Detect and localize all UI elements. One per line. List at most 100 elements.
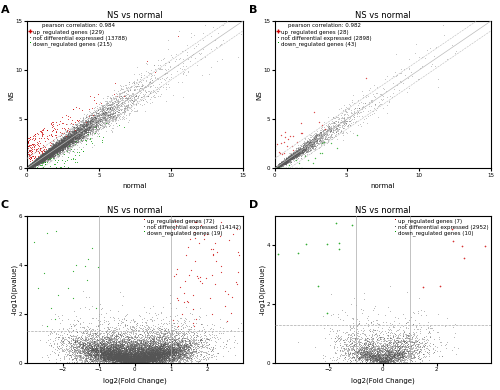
Point	[58, 144, 66, 150]
Point	[150, 351, 158, 358]
Point	[344, 130, 351, 136]
Point	[136, 324, 144, 331]
Point	[352, 302, 360, 308]
Point	[297, 154, 305, 161]
Point	[88, 112, 96, 118]
Point	[82, 337, 90, 343]
Point	[46, 149, 54, 156]
Point	[111, 351, 119, 357]
Point	[74, 136, 82, 142]
Point	[28, 161, 36, 167]
Point	[272, 165, 280, 171]
Point	[86, 349, 94, 355]
Point	[33, 160, 41, 166]
Point	[98, 349, 106, 355]
Point	[147, 350, 155, 356]
Point	[30, 159, 38, 165]
Point	[26, 163, 34, 169]
Point	[182, 348, 190, 355]
Point	[38, 158, 46, 165]
Point	[34, 158, 42, 164]
Point	[120, 351, 128, 358]
Point	[24, 164, 32, 170]
Point	[26, 163, 34, 170]
Point	[136, 349, 144, 355]
Point	[28, 162, 36, 168]
Point	[67, 132, 75, 138]
Point	[204, 348, 212, 355]
Point	[362, 75, 370, 82]
Point	[26, 163, 34, 169]
Point	[74, 349, 82, 355]
Point	[38, 153, 46, 159]
Point	[24, 164, 32, 170]
Point	[136, 337, 143, 343]
Point	[34, 156, 42, 162]
Point	[149, 351, 157, 357]
Point	[310, 135, 318, 141]
Point	[28, 160, 36, 166]
Point	[176, 349, 184, 356]
Point	[104, 339, 112, 346]
Point	[128, 358, 136, 365]
Point	[282, 159, 290, 165]
Point	[130, 355, 138, 362]
Point	[166, 352, 173, 358]
Point	[24, 164, 32, 170]
Point	[126, 358, 134, 365]
Point	[32, 158, 40, 164]
Point	[107, 350, 115, 356]
Point	[374, 339, 382, 346]
Point	[132, 342, 140, 349]
Point	[102, 351, 110, 357]
Point	[26, 163, 34, 169]
Point	[388, 353, 396, 359]
Point	[141, 357, 149, 363]
Point	[30, 160, 38, 167]
Point	[164, 351, 172, 357]
Point	[34, 158, 42, 164]
Point	[126, 354, 134, 360]
Point	[104, 354, 112, 360]
Point	[379, 105, 387, 111]
Point	[70, 133, 78, 139]
Point	[135, 358, 143, 364]
Point	[160, 324, 168, 331]
Point	[24, 164, 32, 170]
Point	[103, 343, 111, 349]
Point	[122, 344, 130, 350]
Point	[60, 141, 68, 147]
Point	[38, 154, 46, 161]
Point	[103, 103, 111, 109]
Point	[30, 160, 38, 166]
Point	[144, 339, 152, 345]
Point	[106, 345, 114, 351]
Point	[135, 358, 143, 364]
Point	[164, 345, 172, 351]
Point	[168, 347, 176, 353]
Point	[24, 163, 32, 169]
Point	[36, 155, 44, 161]
Point	[46, 152, 54, 158]
Point	[82, 119, 90, 126]
Point	[380, 343, 388, 349]
Point	[169, 348, 177, 355]
Point	[96, 349, 104, 355]
Point	[52, 147, 60, 153]
Point	[91, 351, 99, 357]
Point	[157, 345, 165, 351]
Point	[173, 351, 181, 358]
Point	[38, 152, 46, 158]
Point	[154, 351, 162, 357]
Point	[116, 339, 124, 346]
Point	[208, 33, 216, 39]
Point	[276, 161, 284, 168]
Point	[30, 161, 38, 168]
Point	[50, 147, 58, 154]
Point	[38, 154, 46, 160]
Point	[42, 154, 50, 161]
Point	[278, 161, 285, 168]
Point	[122, 97, 130, 103]
Point	[78, 144, 86, 150]
Point	[127, 358, 135, 364]
